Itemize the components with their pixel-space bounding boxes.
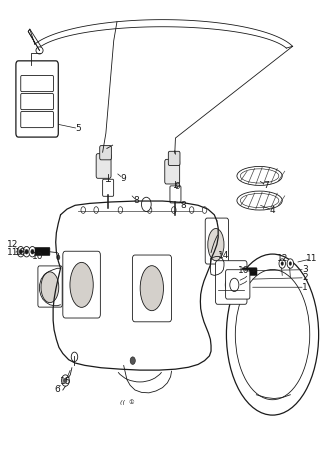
- Ellipse shape: [208, 228, 224, 261]
- Circle shape: [289, 262, 292, 266]
- Text: 11: 11: [306, 254, 317, 263]
- Text: 1: 1: [302, 283, 308, 292]
- Ellipse shape: [227, 254, 318, 415]
- Ellipse shape: [237, 191, 282, 210]
- Circle shape: [81, 207, 85, 213]
- Text: 14: 14: [218, 251, 230, 260]
- Ellipse shape: [36, 47, 43, 54]
- Text: 8: 8: [134, 196, 139, 205]
- Circle shape: [71, 352, 78, 361]
- Circle shape: [64, 378, 67, 383]
- Circle shape: [17, 247, 24, 257]
- Text: 4: 4: [270, 206, 275, 215]
- Text: 7: 7: [263, 181, 269, 190]
- Circle shape: [279, 259, 285, 268]
- Circle shape: [19, 249, 22, 254]
- Text: 10: 10: [32, 252, 44, 261]
- Circle shape: [94, 207, 98, 213]
- Circle shape: [225, 277, 236, 293]
- Circle shape: [189, 207, 194, 213]
- Text: 11: 11: [7, 248, 19, 257]
- Ellipse shape: [70, 262, 93, 307]
- Text: 6: 6: [55, 385, 60, 394]
- Circle shape: [287, 259, 293, 268]
- FancyBboxPatch shape: [170, 186, 181, 203]
- Text: 8: 8: [181, 201, 187, 210]
- Text: 10: 10: [238, 266, 249, 275]
- Circle shape: [202, 207, 207, 213]
- Text: 9: 9: [174, 182, 180, 191]
- Circle shape: [23, 247, 30, 257]
- Ellipse shape: [237, 166, 282, 185]
- Circle shape: [57, 255, 60, 260]
- Circle shape: [281, 262, 283, 266]
- FancyBboxPatch shape: [100, 146, 111, 160]
- FancyBboxPatch shape: [165, 159, 180, 184]
- Circle shape: [118, 207, 123, 213]
- Text: 12: 12: [7, 240, 19, 249]
- Circle shape: [25, 249, 28, 254]
- FancyBboxPatch shape: [96, 154, 111, 178]
- FancyBboxPatch shape: [242, 268, 257, 276]
- Text: 13: 13: [15, 248, 27, 257]
- FancyBboxPatch shape: [168, 152, 180, 165]
- Ellipse shape: [140, 266, 163, 311]
- Text: 2: 2: [302, 273, 308, 282]
- Circle shape: [172, 207, 176, 213]
- Circle shape: [147, 207, 152, 213]
- Text: 5: 5: [75, 124, 81, 133]
- Circle shape: [230, 278, 239, 292]
- Ellipse shape: [41, 272, 59, 303]
- Circle shape: [31, 249, 34, 254]
- FancyBboxPatch shape: [215, 261, 247, 304]
- FancyBboxPatch shape: [35, 247, 50, 256]
- Text: 3: 3: [302, 265, 308, 274]
- Circle shape: [141, 197, 151, 211]
- Text: 15: 15: [60, 377, 71, 386]
- Text: 9: 9: [120, 174, 126, 183]
- Text: ((  ①: (( ①: [120, 399, 134, 405]
- FancyBboxPatch shape: [103, 179, 114, 196]
- Circle shape: [29, 247, 36, 257]
- Circle shape: [130, 357, 135, 364]
- FancyBboxPatch shape: [226, 270, 250, 299]
- Circle shape: [61, 375, 69, 386]
- Text: 12: 12: [277, 254, 288, 263]
